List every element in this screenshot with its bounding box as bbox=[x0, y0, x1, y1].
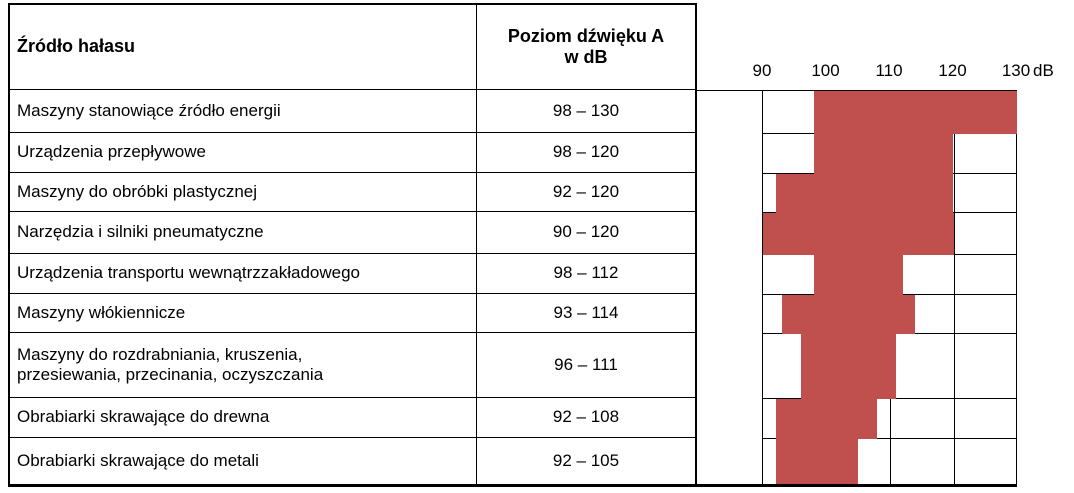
axis-tick-label: 110 bbox=[875, 61, 903, 80]
range-cell: 90 – 120 bbox=[477, 212, 695, 254]
source-cell: Urządzenia transportu wewnątrzzakładoweg… bbox=[10, 254, 477, 294]
source-cell: Narzędzia i silniki pneumatyczne bbox=[10, 212, 477, 254]
axis-tick-label: 100 bbox=[811, 61, 840, 80]
range-cell: 93 – 114 bbox=[477, 294, 695, 333]
source-cell: Urządzenia przepływowe bbox=[10, 133, 477, 173]
source-cell: Obrabiarki skrawające do drewna bbox=[10, 398, 477, 438]
row-separator bbox=[763, 438, 1016, 439]
sources-table: Źródło hałasu Poziom dźwięku A w dB Masz… bbox=[8, 3, 697, 487]
axis-unit-label: dB bbox=[1033, 61, 1054, 80]
bottom-border-line bbox=[8, 484, 1017, 487]
range-bar bbox=[801, 334, 897, 399]
range-bar bbox=[775, 174, 954, 213]
range-cell: 92 – 108 bbox=[477, 398, 695, 438]
range-cell: 98 – 112 bbox=[477, 254, 695, 294]
axis-tick-label: 120 bbox=[938, 61, 967, 80]
range-bar bbox=[813, 134, 954, 174]
range-bar bbox=[813, 255, 903, 295]
sources-table-grid: Źródło hałasu Poziom dźwięku A w dB Masz… bbox=[10, 5, 695, 485]
chart-top-border-line bbox=[697, 90, 762, 91]
range-cell: 98 – 130 bbox=[477, 90, 695, 133]
range-bar bbox=[763, 213, 954, 255]
axis-tick-label: 130 bbox=[1001, 61, 1031, 80]
source-cell: Obrabiarki skrawające do metali bbox=[10, 438, 477, 485]
range-cell: 92 – 105 bbox=[477, 438, 695, 485]
source-cell: Maszyny do obróbki plastycznej bbox=[10, 173, 477, 212]
range-bar bbox=[775, 399, 878, 439]
bar-chart-plot bbox=[762, 90, 1017, 486]
source-cell: Maszyny do rozdrabniania, kruszenia, prz… bbox=[10, 333, 477, 398]
range-cell: 92 – 120 bbox=[477, 173, 695, 212]
range-cell: 98 – 120 bbox=[477, 133, 695, 173]
source-cell: Maszyny stanowiące źródło energii bbox=[10, 90, 477, 133]
source-column-header: Źródło hałasu bbox=[10, 5, 477, 90]
range-bar bbox=[813, 91, 1017, 134]
axis-tick-label: 90 bbox=[752, 61, 772, 80]
level-column-header: Poziom dźwięku A w dB bbox=[477, 5, 695, 90]
range-bar bbox=[782, 295, 916, 334]
range-bar bbox=[775, 439, 859, 486]
source-cell: Maszyny włókiennicze bbox=[10, 294, 477, 333]
gridline bbox=[953, 91, 955, 486]
range-cell: 96 – 111 bbox=[477, 333, 695, 398]
